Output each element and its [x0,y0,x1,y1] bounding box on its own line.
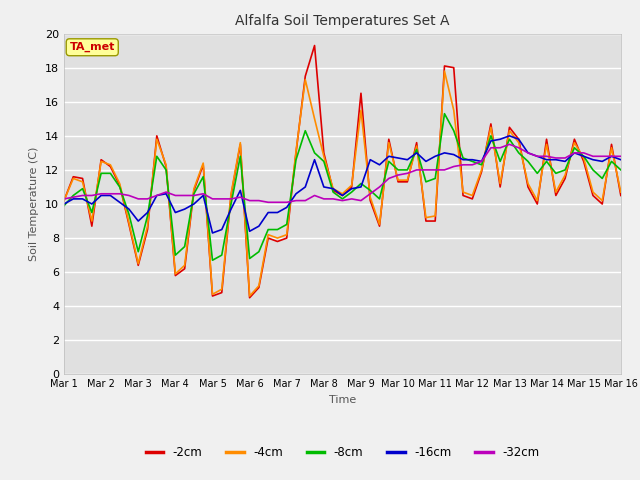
Title: Alfalfa Soil Temperatures Set A: Alfalfa Soil Temperatures Set A [235,14,450,28]
X-axis label: Time: Time [329,395,356,405]
Text: TA_met: TA_met [70,42,115,52]
Legend: -2cm, -4cm, -8cm, -16cm, -32cm: -2cm, -4cm, -8cm, -16cm, -32cm [141,442,544,464]
Y-axis label: Soil Temperature (C): Soil Temperature (C) [29,147,40,261]
